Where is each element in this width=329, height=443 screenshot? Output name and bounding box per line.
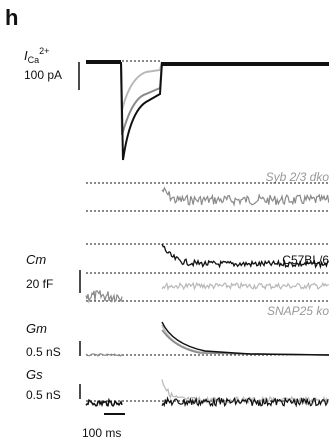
ica-trace-light (120, 61, 163, 111)
gs-trace-black (161, 396, 329, 408)
cm-snap25-trace (161, 281, 329, 291)
panel-letter: h (5, 5, 18, 30)
cm-pre-trace (85, 290, 123, 304)
snap25-label: SNAP25 ko (267, 304, 329, 318)
cm-label: Cm (26, 252, 46, 267)
ica-label: ICa2+ (24, 46, 49, 65)
ica-traces (86, 60, 329, 161)
syb-trace (161, 186, 329, 207)
time-scale-label: 100 ms (82, 426, 121, 440)
gs-label: Gs (26, 367, 43, 382)
gs-pre-trace (85, 397, 123, 408)
gm-pre-trace (85, 353, 123, 357)
gm-trace-gray (161, 329, 329, 356)
gm-scale-label: 0.5 nS (26, 345, 61, 359)
cm-scale-label: 20 fF (26, 277, 53, 291)
ica-scale-label: 100 pA (24, 68, 62, 82)
gs-scale-label: 0.5 nS (26, 388, 61, 402)
ica-trace-gray (120, 61, 163, 136)
gm-trace-light (161, 324, 329, 356)
gm-label: Gm (26, 321, 47, 336)
ica-trace-black (120, 61, 163, 161)
cm-c57-trace (161, 243, 329, 270)
gm-trace-black (161, 321, 329, 356)
syb-dko-label: Syb 2/3 dko (266, 170, 329, 184)
